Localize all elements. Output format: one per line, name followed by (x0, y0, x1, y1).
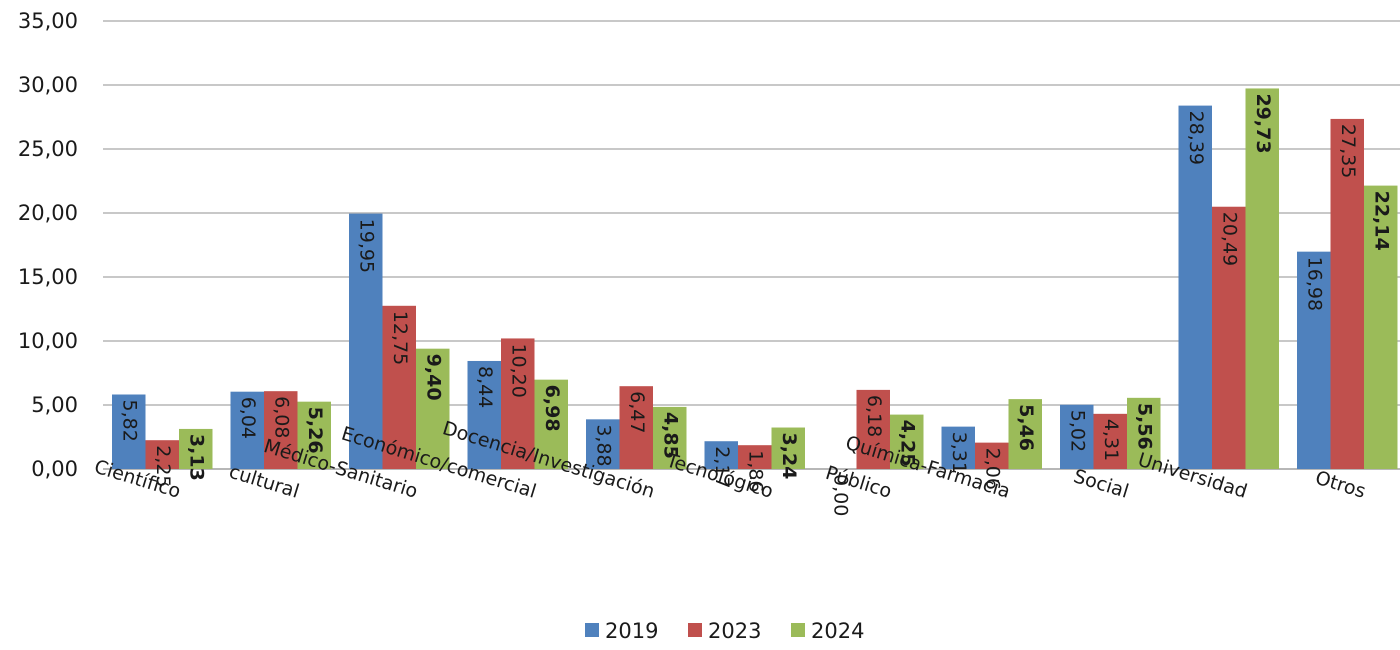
legend-label: 2023 (708, 619, 761, 643)
bars: 5,82 2,25 3,13 6,04 6,08 5,26 19,95 12,75 9,40 8,… (112, 88, 1398, 516)
data-label: 5,46 (1015, 404, 1037, 451)
y-tick-label: 15,00 (18, 265, 78, 289)
bar-2024 (653, 406, 687, 469)
bar-2023 (1212, 206, 1246, 469)
bar-2023 (1093, 413, 1127, 469)
data-label: 8,44 (474, 366, 496, 408)
data-label: 12,75 (389, 311, 411, 365)
data-label: 19,95 (355, 219, 377, 273)
bar-2024 (1008, 399, 1042, 469)
bar-2024 (179, 428, 213, 469)
data-label: 4,25 (896, 420, 918, 467)
bar-2019 (349, 213, 383, 469)
data-label: 5,02 (1066, 410, 1088, 452)
data-label: 5,56 (1133, 403, 1155, 450)
data-label: 22,14 (1370, 191, 1392, 251)
data-label: 27,35 (1337, 124, 1359, 178)
bar-2019 (467, 360, 501, 469)
data-label: 3,31 (948, 432, 970, 474)
bar-2024 (1127, 397, 1161, 469)
bar-2023 (501, 338, 535, 469)
bar-2023 (738, 445, 772, 469)
data-label: 3,13 (185, 434, 207, 481)
data-label: 28,39 (1185, 111, 1207, 165)
y-tick-label: 10,00 (18, 329, 78, 353)
data-label: 20,49 (1218, 212, 1240, 266)
legend: 2019 2023 2024 (585, 619, 864, 643)
data-label: 6,47 (626, 391, 648, 433)
x-tick-label: Social (1071, 465, 1131, 503)
y-tick-label: 30,00 (18, 73, 78, 97)
bar-2024 (890, 414, 924, 469)
legend-swatch (791, 623, 805, 637)
data-label: 3,88 (592, 424, 614, 466)
data-label: 10,20 (507, 343, 529, 397)
data-label: 6,98 (541, 385, 563, 432)
data-label: 6,04 (237, 397, 259, 439)
y-tick-label: 5,00 (31, 393, 78, 417)
data-label: 29,73 (1252, 93, 1274, 153)
data-label: 2,17 (711, 446, 733, 488)
data-label: 3,24 (778, 433, 800, 480)
bar-2023 (1330, 118, 1364, 470)
y-tick-label: 35,00 (18, 9, 78, 33)
legend-swatch (688, 623, 702, 637)
data-label: 4,85 (659, 412, 681, 459)
bar-2023 (145, 440, 179, 469)
bar-2023 (264, 391, 298, 469)
bar-2023 (856, 389, 890, 469)
bar-2024 (771, 427, 805, 469)
legend-swatch (585, 623, 599, 637)
legend-label: 2019 (605, 619, 658, 643)
data-label: 6,18 (863, 395, 885, 437)
y-tick-label: 25,00 (18, 137, 78, 161)
bar-2019 (112, 394, 146, 469)
data-label: 4,31 (1100, 419, 1122, 461)
data-label: 1,86 (744, 450, 766, 492)
bar-2019 (1178, 105, 1212, 469)
data-label: 9,40 (422, 354, 444, 401)
y-axis: 0,00 5,00 10,00 15,00 20,00 25,00 30,00 35,00 (18, 9, 78, 481)
bar-2024 (534, 379, 568, 469)
y-tick-label: 0,00 (31, 457, 78, 481)
bar-2023 (382, 305, 416, 469)
bar-2019 (704, 441, 738, 469)
bar-2024 (1245, 88, 1279, 470)
bar-2019 (1060, 404, 1094, 469)
data-label: 5,82 (118, 400, 140, 442)
bar-2023 (619, 386, 653, 469)
y-tick-label: 20,00 (18, 201, 78, 225)
bar-2024 (416, 348, 450, 469)
bar-2024 (1364, 185, 1398, 469)
x-tick-label: Otros (1313, 467, 1369, 503)
bar-2023 (975, 442, 1009, 469)
bar-2024 (297, 401, 331, 469)
bar-2019 (941, 426, 975, 469)
bar-2019 (1297, 251, 1331, 469)
legend-label: 2024 (811, 619, 864, 643)
data-label: 2,25 (152, 445, 174, 487)
data-label: 5,26 (304, 407, 326, 454)
data-label: 0,00 (829, 474, 851, 516)
data-label: 6,08 (270, 396, 292, 438)
data-label: 2,06 (981, 448, 1003, 490)
bar-2019 (230, 391, 264, 469)
bar-2019 (586, 419, 620, 469)
data-label: 16,98 (1303, 257, 1325, 311)
